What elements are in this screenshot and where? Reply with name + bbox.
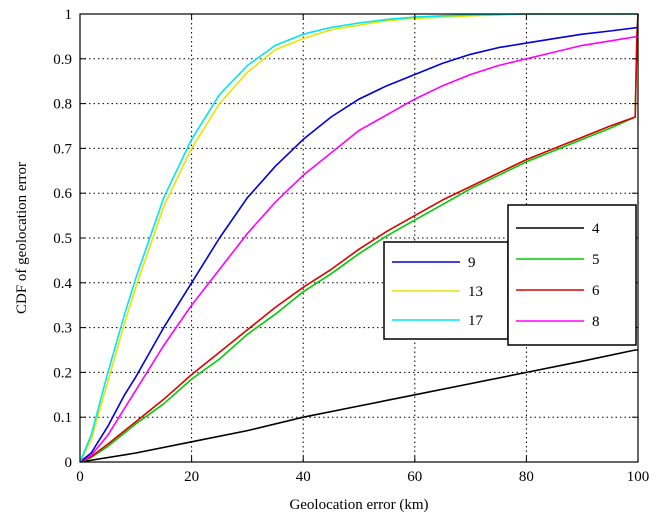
legend-label-6: 6 [592, 283, 600, 299]
series-line-9 [79, 26, 639, 463]
y-axis-label: CDF of geolocation error [14, 162, 30, 314]
y-tick-label: 0.6 [53, 186, 72, 202]
series-line-8 [79, 35, 639, 463]
legend-2: 4 5 6 8 [507, 204, 637, 346]
y-tick-label: 1 [65, 7, 73, 23]
series-line-4 [79, 349, 638, 463]
legend-label-8: 8 [592, 314, 600, 330]
y-tick-label: 0.8 [53, 97, 72, 113]
x-tick-label: 60 [407, 469, 422, 485]
y-tick-label: 0 [65, 455, 73, 471]
legend-box [507, 204, 637, 346]
y-tick-label: 0.9 [53, 52, 72, 68]
tick-layer: 0 20 40 60 80 100 0 0.1 0.2 0.3 0.4 0.5 0.6 0.7 0.8 0.9… [53, 7, 649, 485]
series-line-5 [79, 13, 639, 463]
legend-label-13: 13 [468, 284, 483, 300]
y-tick-label: 0.2 [53, 365, 72, 381]
y-tick-label: 0.5 [53, 231, 72, 247]
legend-label-17: 17 [468, 313, 484, 329]
y-tick-label: 0.4 [53, 276, 72, 292]
x-tick-label: 0 [76, 469, 84, 485]
x-tick-label: 20 [184, 469, 199, 485]
y-tick-label: 0.7 [53, 141, 72, 157]
legend-label-9: 9 [468, 255, 476, 271]
y-tick-label: 0.1 [53, 410, 72, 426]
legend-1: 9 13 17 [383, 241, 509, 340]
legend-layer: 9 13 17 4 5 6 8 [383, 204, 637, 346]
x-tick-label: 40 [296, 469, 311, 485]
y-tick-label: 0.3 [53, 321, 72, 337]
x-axis-label: Geolocation error (km) [289, 497, 428, 513]
x-tick-label: 100 [627, 469, 650, 485]
legend-label-4: 4 [592, 221, 600, 237]
x-tick-label: 80 [519, 469, 534, 485]
series-line-6 [79, 13, 639, 463]
legend-label-5: 5 [592, 252, 600, 268]
